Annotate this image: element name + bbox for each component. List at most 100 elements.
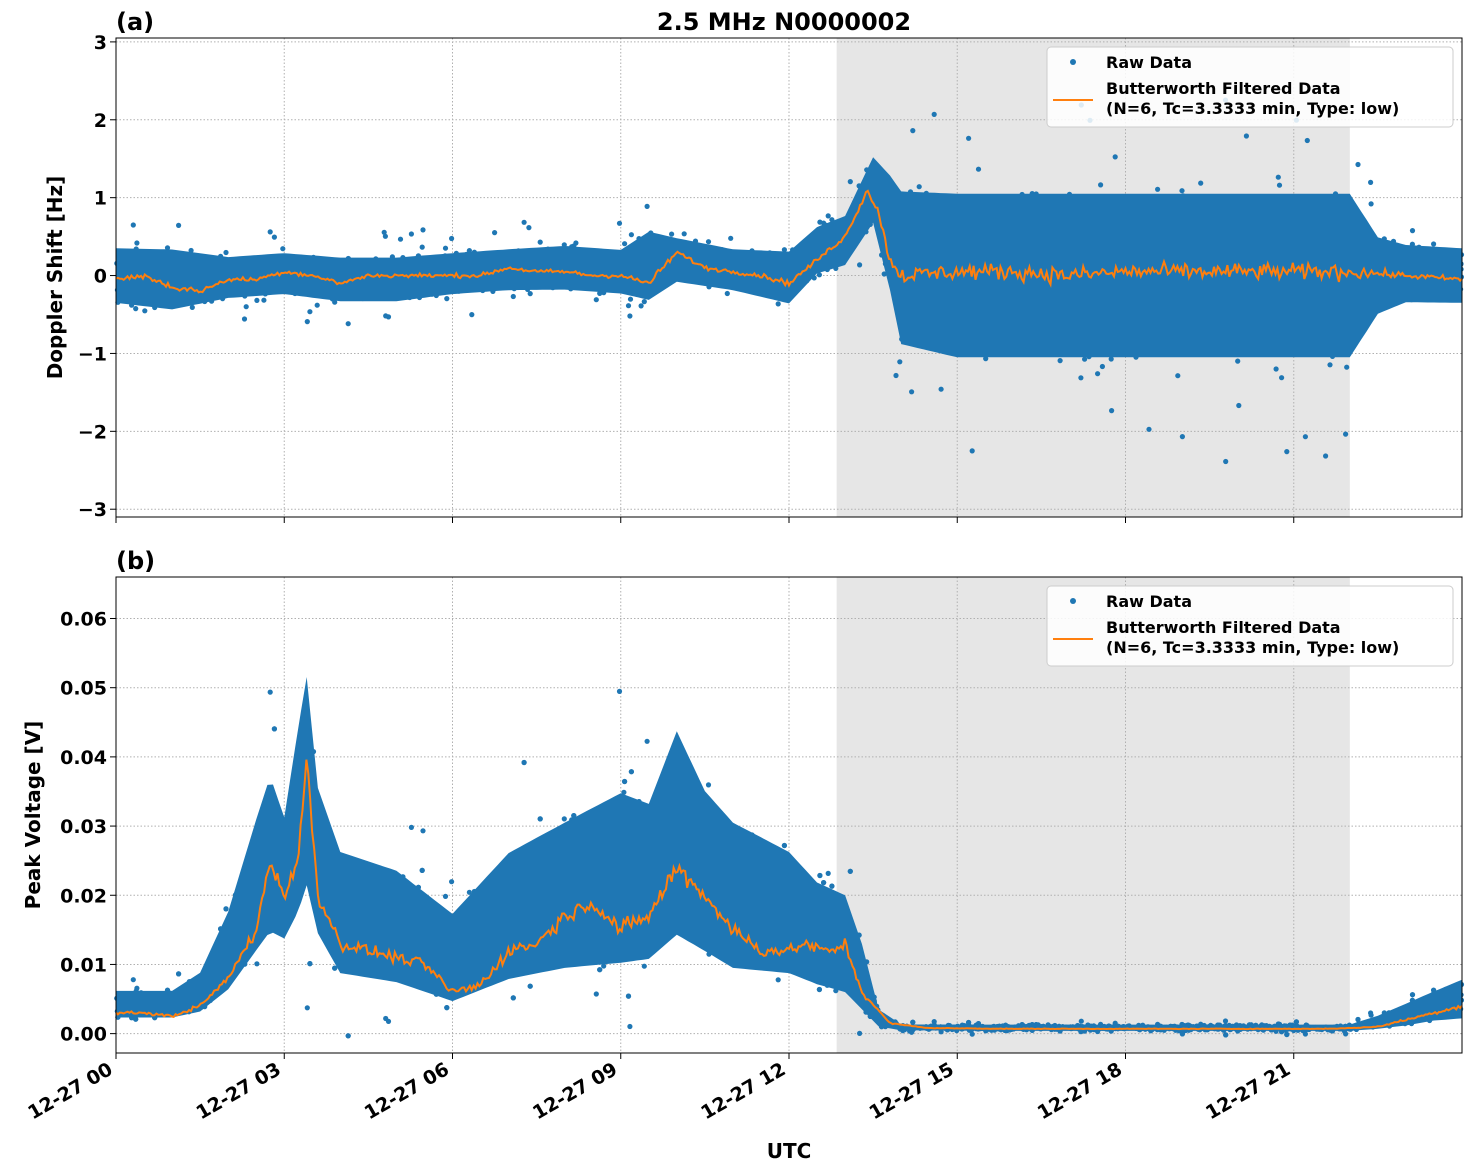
y-tick-label: −2 bbox=[78, 421, 107, 443]
filtered-data-line bbox=[115, 189, 1463, 294]
raw-data-point bbox=[142, 308, 148, 314]
raw-data-point bbox=[442, 893, 449, 900]
raw-data-core bbox=[116, 157, 1462, 358]
y-tick-label: 2 bbox=[94, 110, 107, 132]
raw-data-point bbox=[1323, 453, 1329, 459]
raw-data-point bbox=[381, 229, 387, 235]
raw-data-point bbox=[775, 301, 781, 307]
raw-data-point bbox=[621, 789, 627, 795]
raw-data-point bbox=[1284, 449, 1290, 455]
raw-data-point bbox=[1431, 241, 1437, 247]
raw-data-point bbox=[449, 235, 455, 242]
raw-data-point bbox=[909, 389, 915, 395]
raw-data-point bbox=[816, 986, 823, 993]
raw-data-point bbox=[627, 1023, 633, 1030]
raw-data-point bbox=[1155, 186, 1161, 192]
raw-data-point bbox=[1368, 1012, 1374, 1018]
raw-data-point bbox=[134, 240, 140, 246]
raw-data-point bbox=[1355, 161, 1361, 168]
raw-data-point bbox=[267, 689, 273, 695]
raw-data-point bbox=[638, 303, 644, 309]
raw-data-point bbox=[969, 1031, 975, 1037]
raw-data-point bbox=[847, 868, 853, 874]
legend-filtered-label: Butterworth Filtered Data bbox=[1106, 79, 1341, 98]
legend-filtered-params: (N=6, Tc=3.3333 min, Type: low) bbox=[1106, 99, 1399, 118]
raw-data-point bbox=[705, 782, 712, 788]
raw-data-point bbox=[241, 316, 248, 322]
raw-data-point bbox=[910, 128, 916, 134]
raw-data-point bbox=[1099, 363, 1105, 370]
raw-data-point bbox=[1078, 1018, 1084, 1024]
raw-data-point bbox=[444, 296, 450, 302]
raw-data-point bbox=[616, 220, 623, 226]
raw-data-point bbox=[1327, 362, 1333, 368]
raw-data-point bbox=[816, 272, 823, 278]
raw-data-point bbox=[1293, 1019, 1299, 1025]
legend-raw-label: Raw Data bbox=[1106, 53, 1192, 72]
legend-box bbox=[1046, 46, 1454, 128]
raw-data-point bbox=[254, 961, 260, 967]
raw-data-point bbox=[616, 688, 623, 695]
raw-data-point bbox=[420, 227, 426, 233]
raw-data-point bbox=[1175, 373, 1181, 379]
raw-data-point bbox=[817, 872, 823, 879]
raw-data-point bbox=[527, 291, 533, 297]
raw-data-point bbox=[1235, 358, 1241, 364]
raw-data-point bbox=[622, 778, 628, 785]
raw-data-point bbox=[625, 303, 632, 309]
raw-data-point bbox=[1344, 364, 1350, 370]
raw-data-point bbox=[345, 321, 351, 327]
raw-data-point bbox=[383, 313, 389, 319]
raw-data-point bbox=[1368, 201, 1374, 207]
raw-data-point bbox=[397, 236, 404, 242]
raw-data-point bbox=[526, 225, 532, 231]
raw-data-point bbox=[1304, 137, 1310, 144]
raw-data-point bbox=[1368, 179, 1374, 185]
raw-data-point bbox=[627, 313, 633, 319]
raw-data-point bbox=[781, 247, 788, 253]
raw-data-point bbox=[641, 299, 647, 305]
raw-data-point bbox=[382, 233, 388, 239]
raw-data-point bbox=[1409, 228, 1416, 234]
raw-data-point bbox=[644, 738, 650, 744]
raw-data-point bbox=[449, 879, 455, 885]
raw-data-point bbox=[383, 1015, 389, 1022]
raw-data-point bbox=[561, 816, 567, 822]
raw-data-point bbox=[332, 299, 338, 305]
raw-data-point bbox=[1222, 1018, 1229, 1024]
raw-data-point bbox=[910, 1019, 916, 1025]
raw-data-point bbox=[1236, 402, 1242, 409]
raw-data-point bbox=[469, 312, 475, 318]
raw-data-point bbox=[521, 219, 527, 225]
raw-data-point bbox=[931, 111, 937, 117]
legend-raw-marker bbox=[1070, 59, 1076, 65]
raw-data-point bbox=[724, 290, 730, 297]
raw-data-point bbox=[271, 726, 277, 732]
raw-data-point bbox=[1179, 434, 1185, 440]
raw-data-point bbox=[597, 967, 603, 973]
raw-data-point bbox=[1243, 133, 1249, 139]
raw-data-point bbox=[314, 302, 320, 308]
raw-data-point bbox=[597, 290, 603, 296]
raw-data-point bbox=[916, 184, 922, 190]
raw-data-point bbox=[1057, 358, 1063, 364]
raw-data-point bbox=[593, 991, 599, 997]
raw-data-point bbox=[825, 870, 831, 877]
raw-data-point bbox=[1273, 366, 1279, 372]
raw-data-point bbox=[1078, 375, 1084, 381]
raw-data-point bbox=[669, 231, 675, 237]
raw-data-point bbox=[1279, 375, 1285, 381]
raw-data-point bbox=[223, 249, 229, 256]
raw-data-point bbox=[176, 971, 182, 977]
raw-data-point bbox=[1179, 188, 1185, 194]
raw-data-point bbox=[304, 1005, 310, 1011]
raw-data-point bbox=[408, 231, 414, 237]
raw-data-point bbox=[332, 965, 338, 971]
raw-data-point bbox=[527, 983, 533, 989]
raw-data-point bbox=[1276, 182, 1283, 188]
raw-data-point bbox=[130, 977, 136, 983]
y-tick-label: 3 bbox=[94, 32, 107, 54]
raw-data-point bbox=[267, 229, 273, 235]
raw-data-point bbox=[442, 245, 449, 251]
